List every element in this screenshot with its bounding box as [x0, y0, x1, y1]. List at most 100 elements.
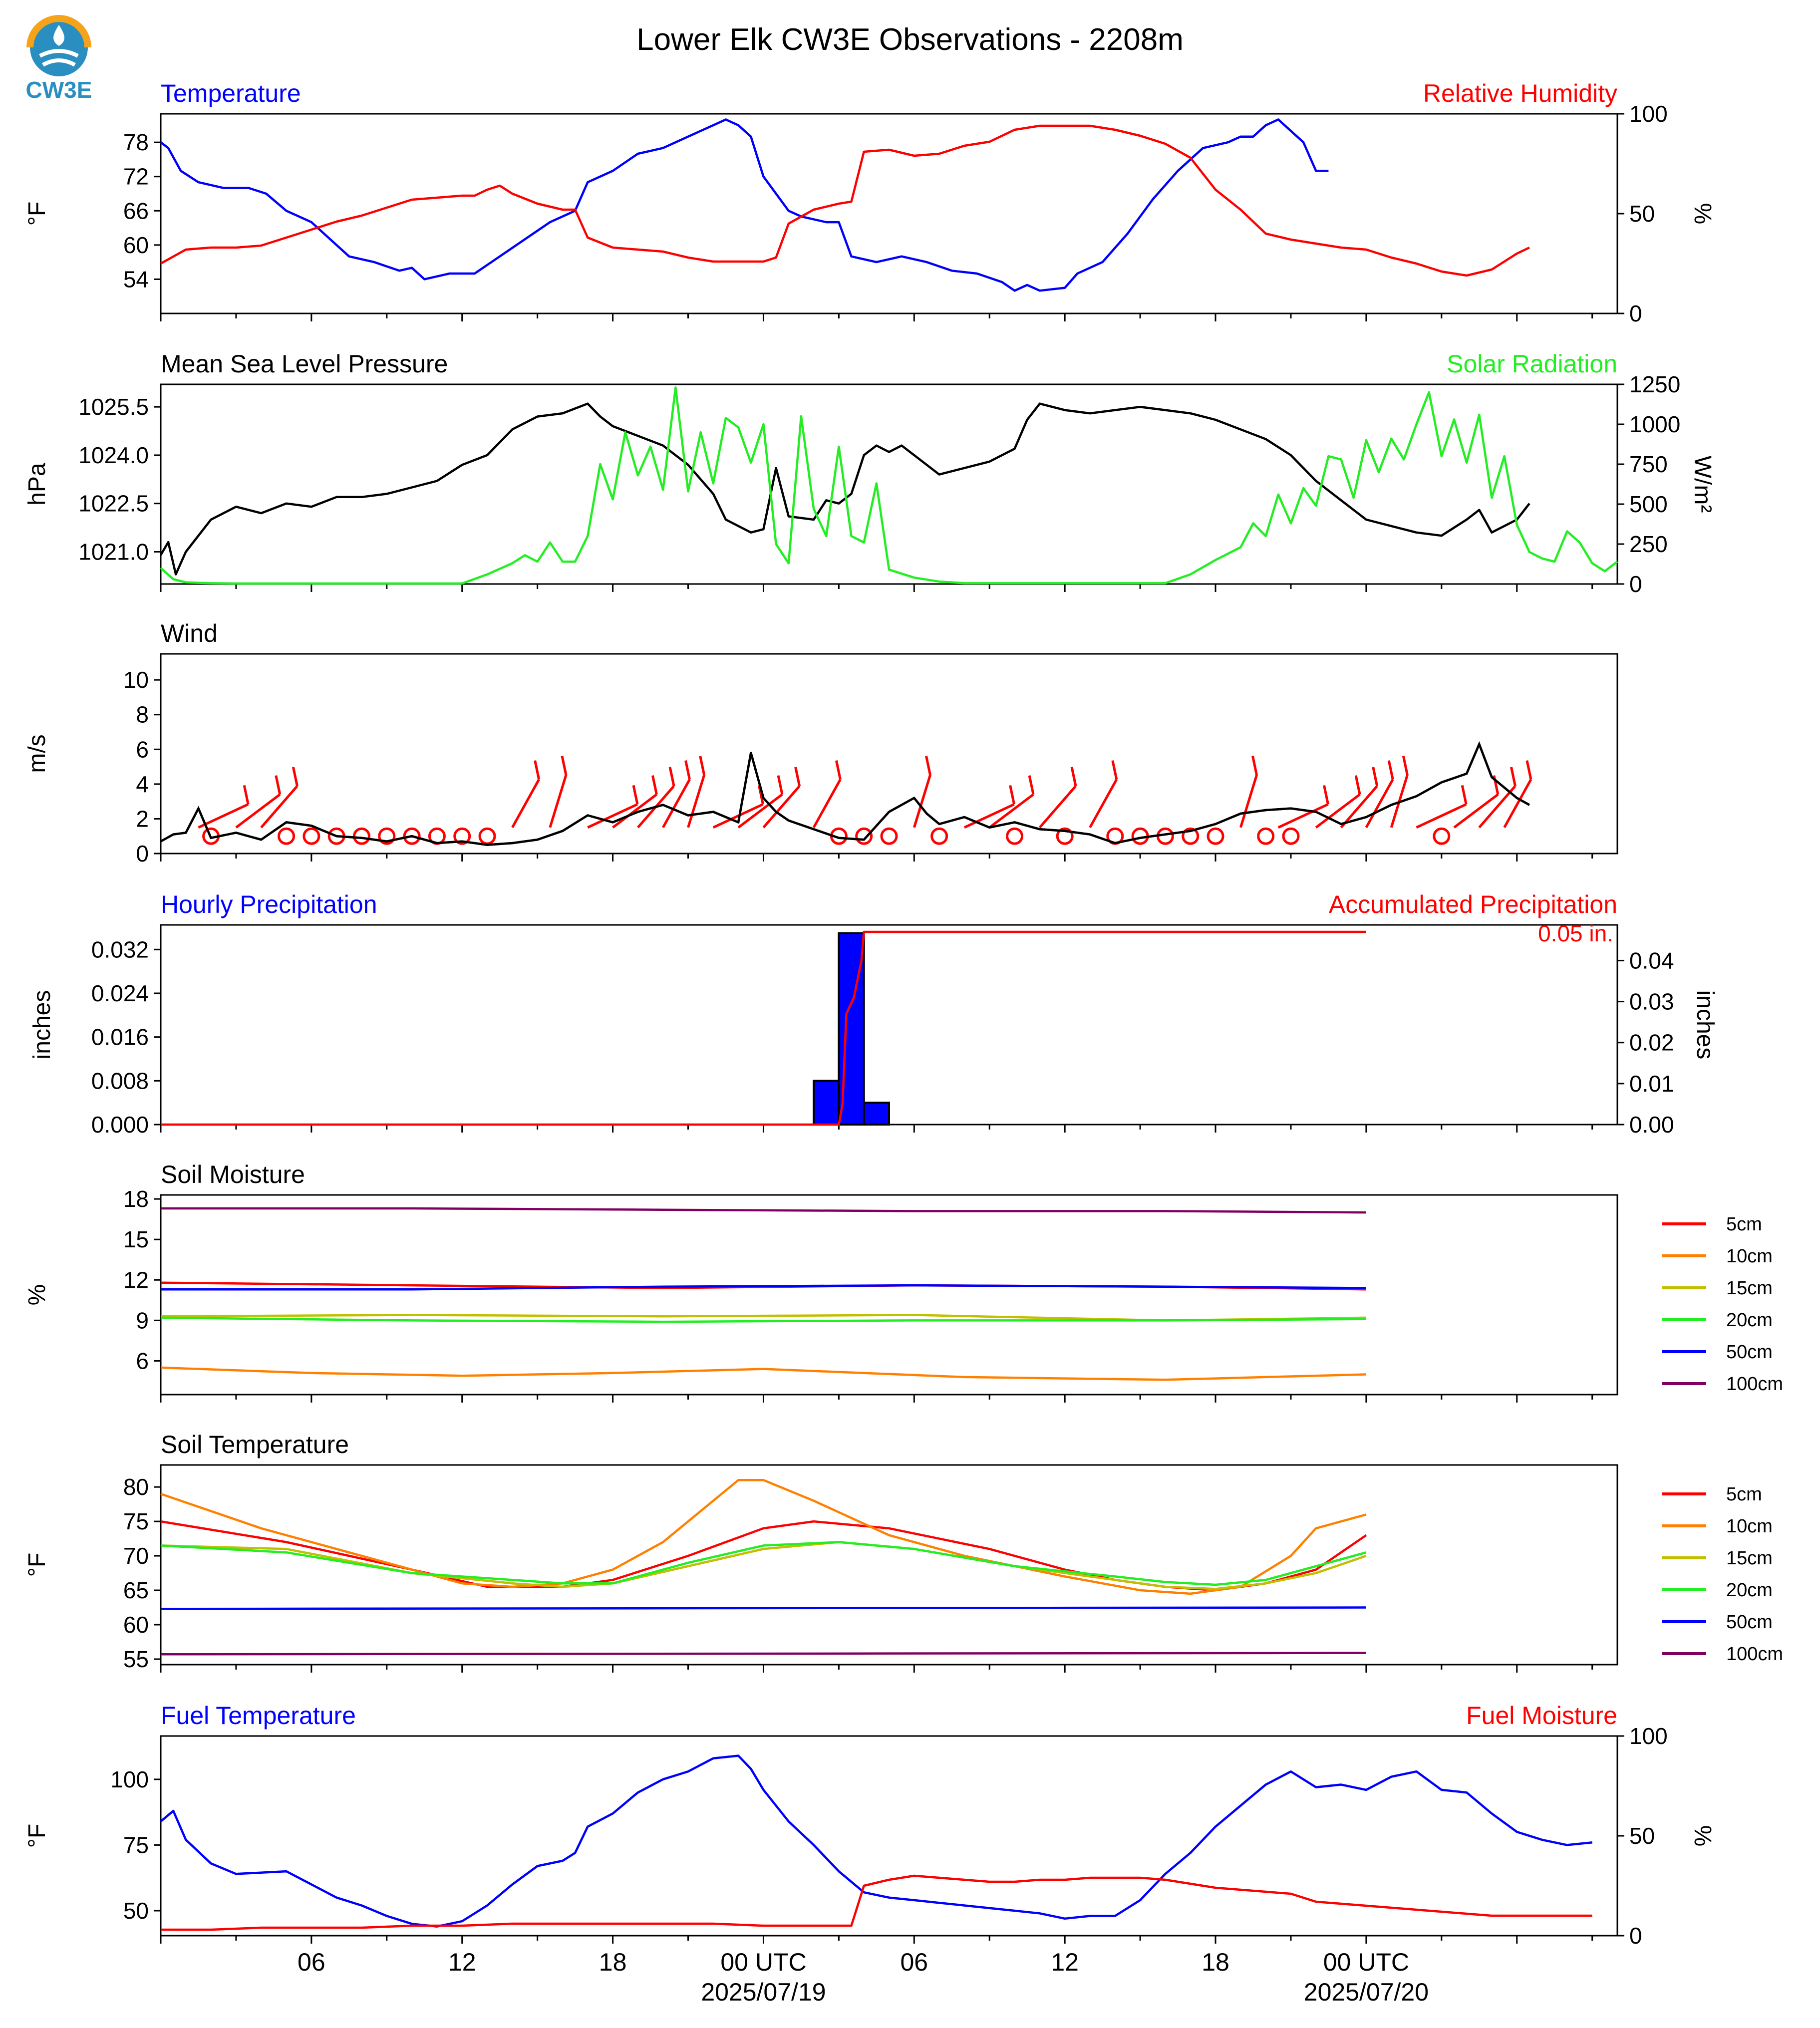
y-tick-label-right: 0.04 — [1629, 947, 1674, 973]
y-tick-label-right: 750 — [1629, 451, 1668, 477]
series-line-50cm — [161, 1284, 1366, 1291]
plot-frame — [160, 1194, 1618, 1396]
wind-barb — [511, 779, 540, 829]
series-line-blue — [160, 1754, 1592, 1928]
y-tick-label-right: 50 — [1629, 201, 1655, 227]
wind-barb-flag — [1323, 785, 1329, 805]
precip-bar — [813, 1080, 840, 1126]
wind-barb — [612, 793, 657, 829]
wind-barb-flag — [1009, 785, 1016, 805]
y-tick-label: 2 — [136, 806, 149, 832]
y-tick-label: 66 — [123, 198, 149, 224]
y-tick-label-right: 0 — [1629, 1923, 1642, 1949]
y-tick-label: 0.032 — [91, 936, 149, 962]
y-tick-label: 80 — [123, 1474, 149, 1500]
calm-wind-circle — [453, 827, 471, 845]
wind-barb — [1315, 793, 1361, 829]
y-tick-label-right: 0.00 — [1629, 1112, 1674, 1138]
calm-wind-circle — [855, 827, 873, 845]
legend-label: 5cm — [1726, 1214, 1762, 1235]
panel-precip: Hourly Precipitation Accumulated Precipit… — [29, 890, 1718, 1138]
calm-wind-circle — [1182, 827, 1200, 845]
logo-text: CW3E — [26, 77, 92, 103]
legend-label: 10cm — [1726, 1516, 1773, 1537]
wind-barb — [812, 779, 842, 829]
y-axis-label-right: % — [1689, 1825, 1716, 1847]
wind-barb — [662, 779, 691, 829]
precip-bar — [838, 932, 865, 1126]
calm-wind-circle — [880, 827, 898, 845]
panel-soil_moisture: Soil Moisture% 6 9 12 15 18 5cm 10cm 15cm 20cm 50c… — [24, 1160, 1783, 1403]
wind-barb-flag — [1372, 767, 1379, 787]
series-line-red — [161, 930, 1366, 1126]
y-tick-label-right: 0.01 — [1629, 1071, 1674, 1097]
cw3e-logo: CW3E — [26, 15, 92, 103]
wind-barb — [1089, 779, 1118, 829]
y-tick-label: 70 — [123, 1543, 149, 1569]
y-tick-label-right: 100 — [1629, 1723, 1668, 1749]
y-tick-label: 9 — [136, 1307, 149, 1333]
series-line-100cm — [161, 1207, 1366, 1214]
wind-barb-flag — [243, 785, 250, 805]
y-tick-label: 60 — [123, 1612, 149, 1638]
y-tick-label: 78 — [123, 129, 149, 155]
y-axis-label: °F — [24, 202, 50, 226]
x-tick-label: 06 — [298, 1948, 325, 1976]
wind-barb — [1416, 803, 1467, 829]
panel-title-left: Soil Temperature — [161, 1431, 349, 1458]
y-tick-label-right: 0.03 — [1629, 989, 1674, 1015]
accumulated-total-label: 0.05 in. — [1538, 920, 1613, 946]
calm-wind-circle — [378, 827, 396, 845]
y-tick-label: 0.016 — [91, 1024, 149, 1050]
y-tick-label: 1021.0 — [78, 539, 149, 565]
panel-title-left: Wind — [161, 619, 218, 647]
panel-title-right: Solar Radiation — [1447, 350, 1617, 378]
y-tick-label: 1024.0 — [78, 442, 149, 468]
wind-barb — [912, 774, 931, 828]
y-axis-label: °F — [24, 1553, 50, 1577]
y-axis-label: % — [24, 1284, 50, 1306]
panel-title-left: Fuel Temperature — [161, 1702, 356, 1730]
y-tick-label: 12 — [123, 1267, 149, 1293]
wind-barb-flag — [1510, 767, 1517, 787]
series-line-red — [160, 124, 1530, 277]
series-line-blue — [160, 118, 1329, 292]
series-line-100cm — [160, 1652, 1366, 1656]
wind-barb-flag — [561, 756, 568, 776]
panel-title-right: Accumulated Precipitation — [1329, 890, 1617, 918]
x-tick-label: 12 — [1051, 1948, 1079, 1976]
wind-barb-flag — [1354, 775, 1361, 795]
wind-barb — [1038, 785, 1077, 829]
x-tick-label: 18 — [599, 1948, 627, 1976]
y-axis-label: inches — [29, 990, 55, 1060]
panel-title-left: Hourly Precipitation — [161, 890, 377, 918]
wind-barb — [1277, 803, 1329, 829]
legend-label: 10cm — [1726, 1246, 1773, 1267]
panel-fuel: Fuel Temperature Fuel Moisture °F % 50 75 100 0… — [24, 1702, 1716, 1949]
wind-barb-flag — [668, 767, 675, 787]
wind-barb-flag — [1251, 756, 1258, 776]
x-tick-label: 00 UTC — [720, 1948, 806, 1976]
calm-wind-circle — [1056, 827, 1074, 845]
panel-title-left: Soil Moisture — [161, 1160, 305, 1188]
x-tick-label: 06 — [900, 1948, 928, 1976]
wind-barb-flag — [1461, 785, 1468, 805]
calm-wind-circle — [1257, 827, 1275, 845]
wind-barb — [1239, 774, 1258, 828]
legend-label: 15cm — [1726, 1548, 1773, 1569]
y-tick-label: 8 — [136, 702, 149, 728]
series-line-20cm — [160, 1541, 1367, 1586]
wind-barb-flag — [275, 775, 282, 795]
wind-barb-flag — [1111, 760, 1118, 780]
y-tick-label-right: 0.02 — [1629, 1030, 1674, 1056]
calm-wind-circle — [1006, 827, 1024, 845]
y-tick-label: 50 — [123, 1898, 149, 1924]
legend-label: 15cm — [1726, 1278, 1773, 1299]
y-tick-label: 72 — [123, 164, 149, 190]
wind-barb-flag — [794, 767, 801, 787]
y-tick-label: 65 — [123, 1577, 149, 1603]
calm-wind-circle — [352, 827, 370, 845]
wind-barb — [687, 774, 706, 828]
y-tick-label: 15 — [123, 1226, 149, 1252]
